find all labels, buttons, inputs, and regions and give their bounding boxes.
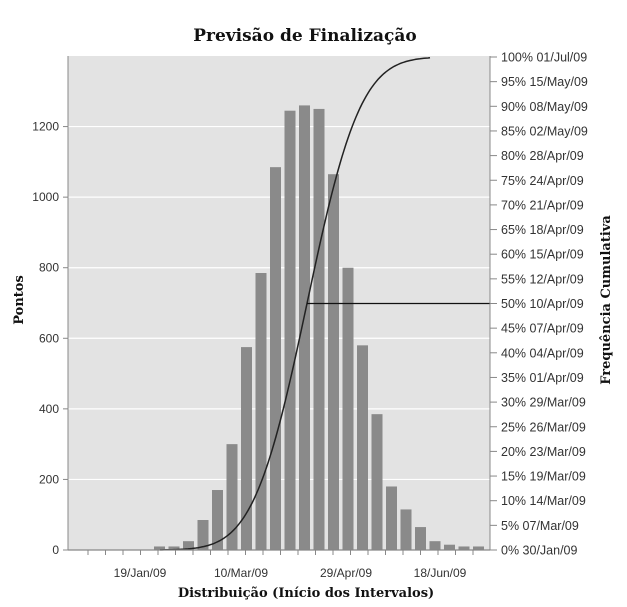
cumulative-labels: 0% 30/Jan/09 5% 07/Mar/09 10% 14/Mar/09 15%… [490, 51, 588, 558]
bar [212, 490, 223, 550]
bar [458, 546, 470, 550]
cumulative-label: 15% 19/Mar/09 [501, 470, 586, 484]
bar [270, 167, 281, 550]
bar [154, 546, 165, 550]
y-tick-label: 600 [39, 331, 59, 345]
bar [357, 345, 368, 550]
cumulative-label: 45% 07/Apr/09 [501, 322, 584, 336]
cumulative-label: 55% 12/Apr/09 [501, 272, 584, 286]
bars [154, 105, 484, 551]
bar [415, 527, 426, 550]
cumulative-curve [160, 57, 431, 551]
cumulative-label: 20% 23/Mar/09 [501, 445, 586, 459]
cumulative-label: 30% 29/Mar/09 [501, 396, 586, 410]
bar [255, 273, 267, 550]
x-tick-label: 18/Jun/09 [414, 566, 467, 580]
x-tick-labels: 19/Jan/09 10/Mar/09 29/Apr/09 18/Jun/09 [87, 550, 474, 580]
cumulative-label: 95% 15/May/09 [501, 75, 588, 89]
cumulative-label: 90% 08/May/09 [501, 100, 588, 114]
cumulative-label: 100% 01/Jul/09 [501, 51, 587, 65]
bar [226, 444, 238, 550]
cumulative-label: 5% 07/Mar/09 [501, 519, 579, 533]
y2-axis-title: Frequência Cumulativa [599, 215, 614, 385]
cumulative-label: 80% 28/Apr/09 [501, 149, 584, 163]
cumulative-label: 65% 18/Apr/09 [501, 223, 584, 237]
y-tick-label: 400 [39, 402, 59, 416]
cumulative-curve-group [160, 57, 490, 551]
cumulative-label: 60% 15/Apr/09 [501, 248, 584, 262]
x-tick-label: 19/Jan/09 [114, 566, 167, 580]
bar [328, 174, 339, 550]
x-tick-label: 29/Apr/09 [320, 566, 372, 580]
cumulative-label: 70% 21/Apr/09 [501, 198, 584, 212]
bar [429, 541, 441, 550]
x-tick-label: 10/Mar/09 [214, 566, 268, 580]
bar [444, 544, 455, 550]
bar [168, 546, 180, 550]
bar [473, 546, 484, 550]
cumulative-label: 85% 02/May/09 [501, 124, 588, 138]
bar [400, 509, 412, 550]
y-tick-label: 200 [39, 472, 59, 486]
cumulative-label: 50% 10/Apr/09 [501, 297, 584, 311]
y-tick-labels: 0 200 400 600 800 1000 1200 [32, 120, 68, 557]
y-tick-label: 0 [52, 543, 59, 557]
cumulative-label: 10% 14/Mar/09 [501, 494, 586, 508]
chart-title: Previsão de Finalização [193, 26, 417, 46]
bar [241, 347, 252, 550]
cumulative-label: 40% 04/Apr/09 [501, 346, 584, 360]
y-tick-label: 800 [39, 261, 59, 275]
x-axis-title: Distribuição (Início dos Intervalos) [178, 586, 434, 601]
bar [183, 541, 194, 550]
bar [284, 110, 296, 550]
cumulative-label: 35% 01/Apr/09 [501, 371, 584, 385]
bar [313, 108, 325, 550]
bar [197, 520, 209, 550]
cumulative-label: 0% 30/Jan/09 [501, 544, 577, 558]
y-tick-label: 1000 [32, 190, 59, 204]
bar [342, 267, 354, 550]
bar [299, 105, 310, 551]
cumulative-label: 25% 26/Mar/09 [501, 420, 586, 434]
y-tick-label: 1200 [32, 120, 59, 134]
cumulative-label: 75% 24/Apr/09 [501, 174, 584, 188]
bar [386, 486, 397, 550]
bar [371, 414, 383, 550]
y-axis-title: Pontos [12, 275, 27, 325]
